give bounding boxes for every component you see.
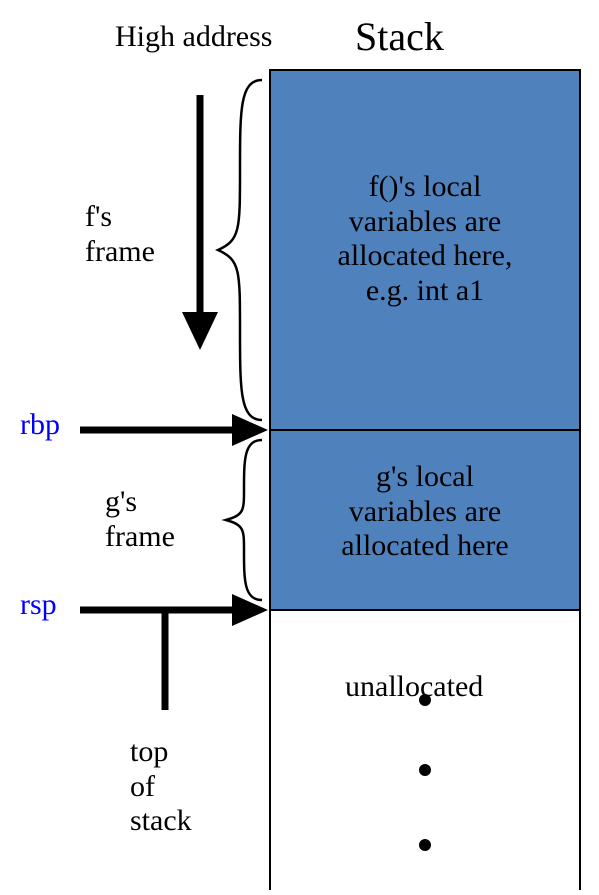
rsp-arrow-icon: [80, 594, 268, 626]
stack-title: Stack: [355, 14, 444, 60]
brace-f-frame: [218, 80, 262, 420]
high-address-label: High address: [115, 20, 272, 55]
rbp-label: rbp: [20, 408, 60, 443]
unallocated-label: unallocated: [345, 670, 483, 705]
rbp-arrow-icon: [80, 414, 268, 446]
f-frame-label: f's frame: [85, 200, 155, 269]
f-box-text: f()'s local variables are allocated here…: [280, 170, 570, 308]
stack-diagram: High address Stack f's frame g's frame r…: [0, 0, 599, 895]
growth-arrow-icon: [182, 95, 218, 350]
diagram-svg: [0, 0, 599, 895]
g-box-text: g's local variables are allocated here: [280, 460, 570, 564]
brace-g-frame: [226, 440, 262, 600]
dot-icon: [419, 839, 431, 851]
rsp-label: rsp: [20, 588, 57, 623]
g-frame-label: g's frame: [105, 485, 175, 554]
top-of-stack-label: top of stack: [130, 735, 192, 839]
dot-icon: [419, 764, 431, 776]
